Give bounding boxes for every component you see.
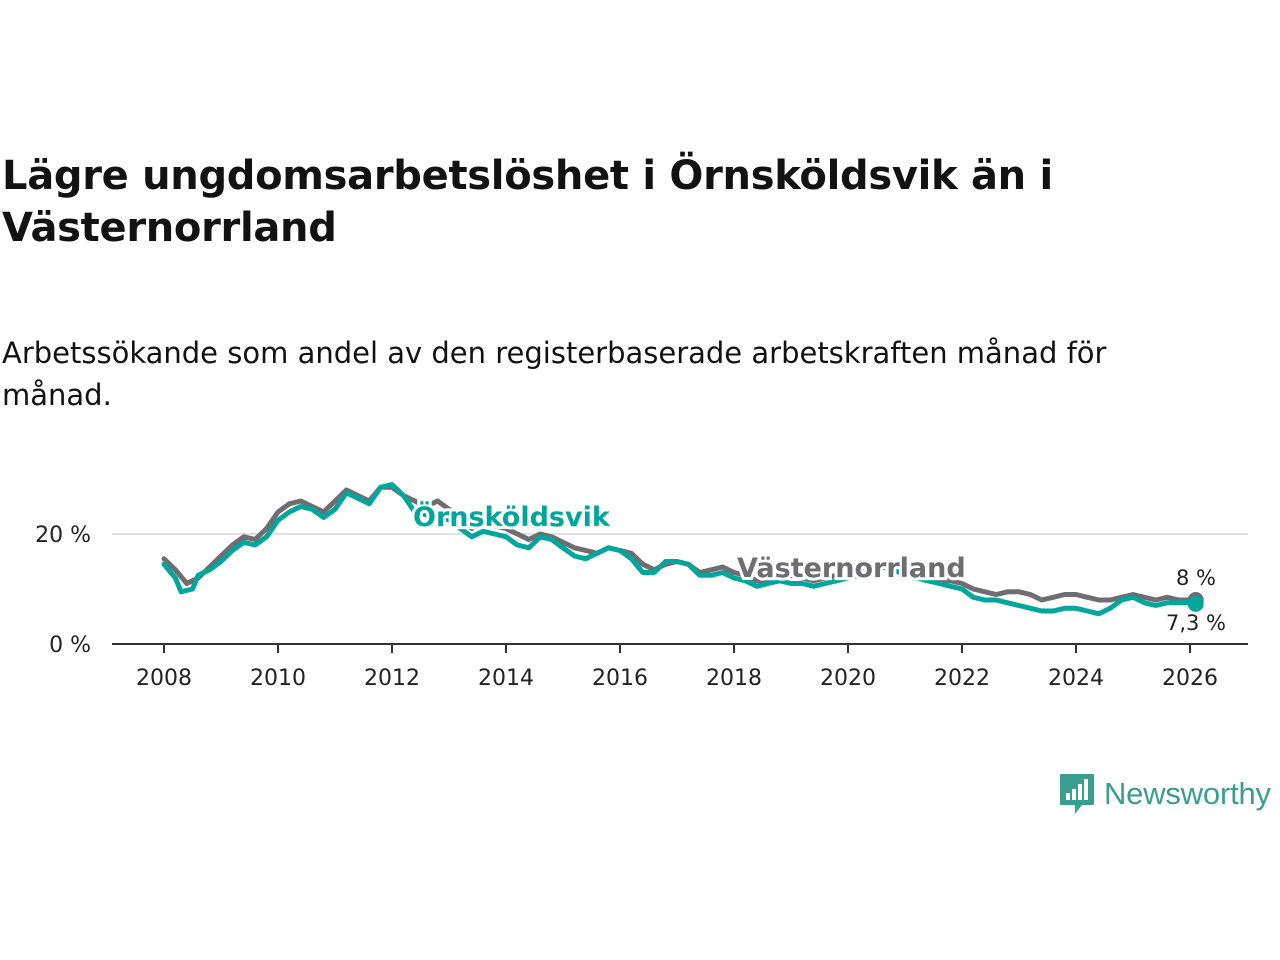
series-end-dot: [1187, 595, 1204, 612]
series-line-ornskoldsvik: [161, 482, 1199, 617]
series-end-value-label: 8 %: [1176, 566, 1216, 590]
newsworthy-logo: Newsworthy: [1058, 772, 1271, 816]
x-tick-label: 2024: [1048, 666, 1104, 691]
chart-subtitle: Arbetssökande som andel av den registerb…: [2, 336, 1107, 412]
x-tick-label: 2018: [706, 666, 762, 691]
series-line-vasternorrland: [161, 484, 1199, 603]
x-tick-label: 2010: [250, 666, 306, 691]
x-tick-label: 2016: [592, 666, 648, 691]
series-name-label: Örnsköldsvik: [413, 500, 611, 533]
series-end-value-label: 7,3 %: [1166, 611, 1226, 635]
x-tick-label: 2014: [478, 666, 534, 691]
x-tick-label: 2022: [934, 666, 990, 691]
x-tick-label: 2008: [136, 666, 192, 691]
chart-title: Lägre ungdomsarbetslöshet i Örnsköldsvik…: [2, 153, 1053, 251]
newsworthy-logo-icon: [1060, 774, 1094, 814]
series-name-label: Västernorrland: [737, 553, 966, 584]
x-tick-label: 2012: [364, 666, 420, 691]
x-tick-label: 2026: [1162, 666, 1218, 691]
y-tick-label: 20 %: [35, 523, 91, 548]
newsworthy-logo-text: Newsworthy: [1104, 776, 1271, 811]
x-tick-label: 2020: [820, 666, 876, 691]
line-chart: 0 % 20 % 2008 2010 2012 2014 2016 2018 2020 2022 2…: [35, 482, 1248, 691]
y-tick-label: 0 %: [49, 633, 91, 658]
